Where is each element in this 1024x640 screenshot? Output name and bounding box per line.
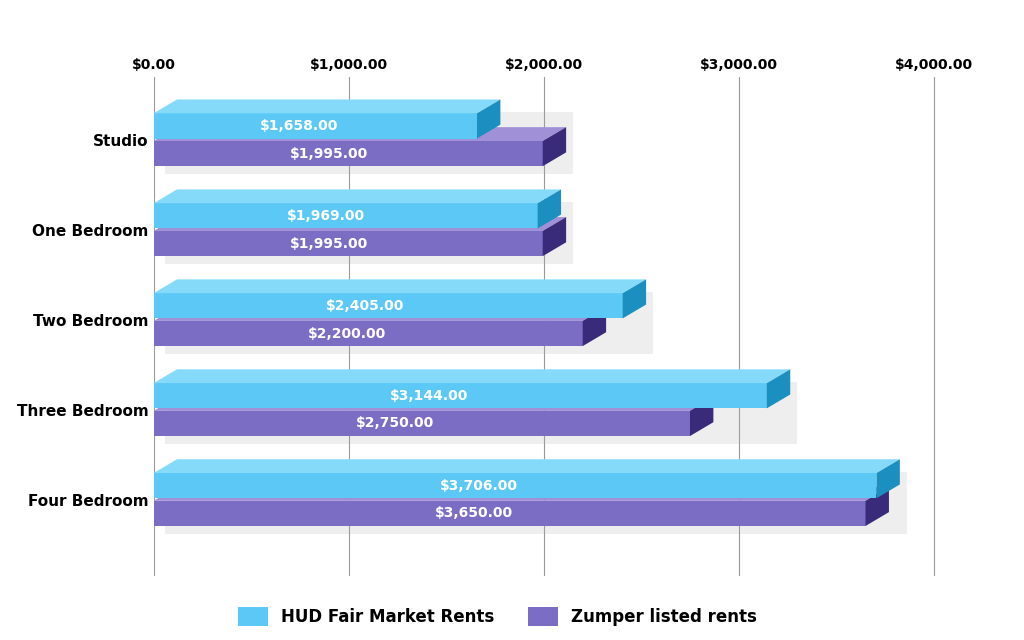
Text: $2,750.00: $2,750.00 [356, 417, 434, 431]
Polygon shape [165, 472, 907, 534]
Polygon shape [154, 397, 714, 411]
Text: $3,706.00: $3,706.00 [440, 479, 518, 493]
Polygon shape [154, 141, 543, 166]
Text: $1,969.00: $1,969.00 [288, 209, 366, 223]
Text: $2,405.00: $2,405.00 [326, 299, 403, 313]
Legend: HUD Fair Market Rents, Zumper listed rents: HUD Fair Market Rents, Zumper listed ren… [231, 600, 764, 632]
Polygon shape [165, 292, 653, 355]
Polygon shape [165, 202, 573, 264]
Polygon shape [877, 460, 900, 499]
Polygon shape [767, 369, 791, 408]
Text: $3,650.00: $3,650.00 [435, 506, 513, 520]
Polygon shape [154, 369, 791, 383]
Polygon shape [154, 113, 477, 138]
Polygon shape [154, 383, 767, 408]
Polygon shape [154, 279, 646, 293]
Polygon shape [154, 217, 566, 231]
Polygon shape [165, 382, 798, 444]
Polygon shape [583, 307, 606, 346]
Polygon shape [154, 204, 538, 228]
Polygon shape [477, 99, 501, 138]
Text: $1,658.00: $1,658.00 [260, 119, 338, 133]
Polygon shape [543, 217, 566, 256]
Text: $1,995.00: $1,995.00 [290, 237, 368, 250]
Polygon shape [690, 397, 714, 436]
Polygon shape [543, 127, 566, 166]
Polygon shape [623, 279, 646, 318]
Polygon shape [165, 112, 573, 174]
Polygon shape [154, 307, 606, 321]
Polygon shape [154, 127, 566, 141]
Text: $3,144.00: $3,144.00 [390, 388, 469, 403]
Polygon shape [154, 411, 690, 436]
Polygon shape [154, 501, 865, 526]
Polygon shape [154, 189, 561, 204]
Polygon shape [154, 473, 877, 499]
Polygon shape [154, 231, 543, 256]
Polygon shape [154, 487, 889, 501]
Text: $2,200.00: $2,200.00 [307, 326, 386, 340]
Polygon shape [154, 99, 501, 113]
Polygon shape [154, 293, 623, 318]
Polygon shape [154, 460, 900, 473]
Polygon shape [865, 487, 889, 526]
Text: $1,995.00: $1,995.00 [290, 147, 368, 161]
Polygon shape [538, 189, 561, 228]
Polygon shape [154, 321, 583, 346]
